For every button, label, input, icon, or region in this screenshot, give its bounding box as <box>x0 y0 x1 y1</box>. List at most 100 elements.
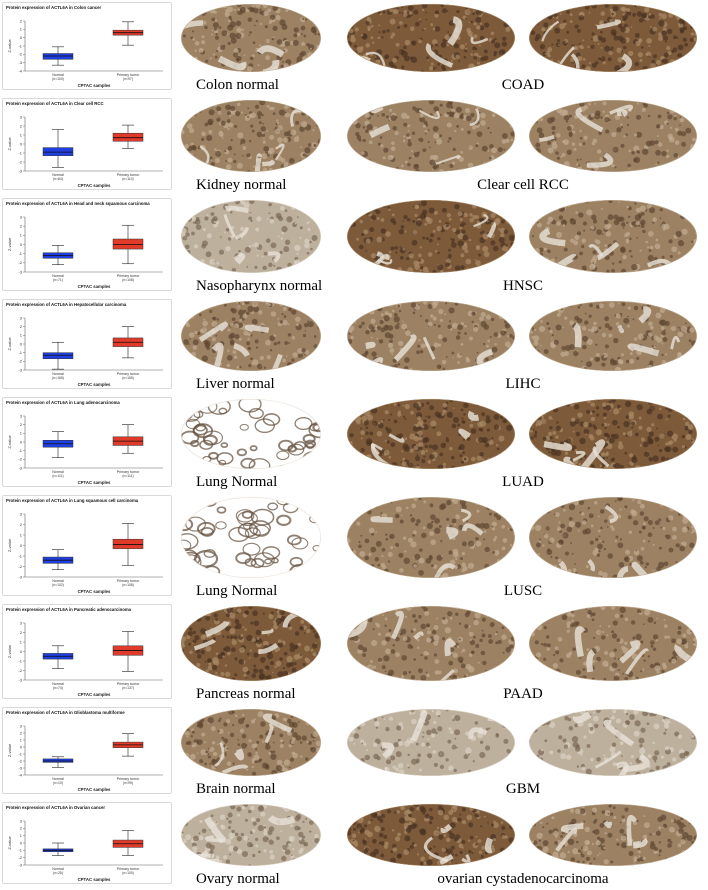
normal-tissue-image <box>181 399 321 469</box>
y-tick-label: -2 <box>18 457 22 462</box>
tumor-tissue-image <box>347 804 697 866</box>
normal-tissue-core <box>181 301 321 371</box>
tumor-tissue-core-left <box>347 100 515 172</box>
category-label: Primary tumor <box>117 73 140 77</box>
y-tick-label: 3 <box>20 315 23 320</box>
y-axis-label: Z-value <box>7 644 12 658</box>
tumor-tissue-image <box>347 200 697 273</box>
y-tick-label: 0 <box>20 141 23 146</box>
tumor-tissue-core-left <box>347 497 515 578</box>
boxplot-svg: 3 2 1 0 -1 -2 -3 -4 Z-value Normal(n=10) Primary t… <box>7 723 163 792</box>
y-axis-label: Z-value <box>7 743 12 757</box>
tumor-tissue-label: ovarian cystadenocarcinoma <box>437 871 609 887</box>
normal-tissue-image <box>181 100 321 172</box>
sample-count: (n=137) <box>122 686 134 690</box>
tumor-tissue-label: GBM <box>505 781 541 797</box>
y-tick-label: 2 <box>20 123 23 128</box>
y-tick-label: 3 <box>20 511 23 516</box>
y-tick-label: 2 <box>20 224 23 229</box>
normal-tissue-core <box>181 606 321 681</box>
boxplot-panel: Protein expression of ACTL6A in Glioblas… <box>2 707 172 794</box>
y-tick-label: -2 <box>18 159 22 164</box>
figure-row: Protein expression of ACTL6A in Ovarian … <box>0 800 708 890</box>
box-tumor <box>112 132 144 142</box>
normal-tissue-image <box>181 497 321 578</box>
normal-tissue-label: Colon normal <box>196 77 279 93</box>
sample-count: (n=165) <box>122 376 134 380</box>
box-normal <box>42 147 74 156</box>
tumor-tissue-core-left <box>347 399 515 469</box>
category-label: Normal <box>52 470 64 474</box>
sample-count: (n=10) <box>53 781 63 785</box>
normal-tissue-label: Lung Normal <box>196 474 278 490</box>
tumor-tissue-label: LIHC <box>505 376 541 392</box>
normal-tissue-image <box>181 804 321 866</box>
category-label: Normal <box>52 777 64 781</box>
sample-count: (n=74) <box>53 686 63 690</box>
y-tick-label: 0 <box>20 543 23 548</box>
boxplot-panel: Protein expression of ACTL6A in Pancreat… <box>2 604 172 699</box>
figure-row: Protein expression of ACTL6A in Hepatoce… <box>0 297 708 395</box>
tumor-tissue-label: PAAD <box>503 686 543 702</box>
category-label: Normal <box>52 173 64 177</box>
y-tick-label: 0 <box>20 341 23 346</box>
tumor-tissue-label: LUAD <box>502 474 544 490</box>
category-label: Primary tumor <box>117 372 140 376</box>
sample-count: (n=100) <box>122 871 134 875</box>
sample-count: (n=25) <box>53 871 63 875</box>
boxplot-title: Protein expression of ACTL6A in Ovarian … <box>6 805 106 810</box>
y-tick-label: 1 <box>20 737 23 742</box>
tumor-tissue-core-left <box>347 709 515 776</box>
category-label: Normal <box>52 867 64 871</box>
tumor-tissue-image <box>347 399 697 469</box>
normal-tissue-label: Nasopharynx normal <box>196 278 323 294</box>
x-axis-label: CPTAC samples <box>78 382 111 387</box>
normal-tissue-label: Ovary normal <box>196 871 280 887</box>
y-tick-label: -1 <box>18 350 22 355</box>
normal-tissue-image <box>181 200 321 273</box>
y-tick-label: -1 <box>18 43 22 48</box>
normal-tissue-core <box>181 100 321 172</box>
y-tick-label: -3 <box>18 765 22 770</box>
category-label: Primary tumor <box>117 579 140 583</box>
boxplot-title: Protein expression of ACTL6A in Pancreat… <box>6 607 132 612</box>
boxplot-svg: 3 2 1 0 -1 -2 -3 Z-value Normal(n=25) Primary tum… <box>7 818 163 882</box>
y-tick-label: -4 <box>18 68 22 73</box>
x-axis-label: CPTAC samples <box>78 83 111 88</box>
y-tick-label: -3 <box>18 862 22 867</box>
y-tick-label: 1 <box>20 639 23 644</box>
normal-tissue-image <box>181 4 321 72</box>
y-tick-label: -3 <box>18 465 22 470</box>
category-label: Normal <box>52 579 64 583</box>
boxplot-title: Protein expression of ACTL6A in Lung squ… <box>6 498 139 503</box>
y-tick-label: 1 <box>20 27 23 32</box>
x-axis-label: CPTAC samples <box>78 692 111 697</box>
y-tick-label: 2 <box>20 422 23 427</box>
tumor-tissue-image <box>347 497 697 578</box>
y-tick-label: 1 <box>20 431 23 436</box>
figure-row: Protein expression of ACTL6A in Colon ca… <box>0 0 708 96</box>
tumor-tissue-core-left <box>347 200 515 273</box>
normal-tissue-core <box>181 4 321 72</box>
boxplot-panel: Protein expression of ACTL6A in Hepatoce… <box>2 299 172 389</box>
normal-tissue-label: Brain normal <box>196 781 276 797</box>
y-tick-label: -3 <box>18 367 22 372</box>
normal-tissue-label: Kidney normal <box>196 177 287 193</box>
y-tick-label: 0 <box>20 840 23 845</box>
sample-count: (n=100) <box>52 77 64 81</box>
sample-count: (n=108) <box>122 583 134 587</box>
y-tick-label: 2 <box>20 826 23 831</box>
tumor-tissue-label: LUSC <box>503 583 543 599</box>
y-tick-label: -2 <box>18 855 22 860</box>
y-tick-label: 2 <box>20 18 23 23</box>
y-tick-label: -4 <box>18 772 22 777</box>
y-tick-label: 2 <box>20 730 23 735</box>
y-tick-label: 0 <box>20 649 23 654</box>
x-axis-label: CPTAC samples <box>78 284 111 289</box>
figure-row: Protein expression of ACTL6A in Clear ce… <box>0 96 708 196</box>
tumor-tissue-core-right <box>529 804 697 866</box>
y-tick-label: -3 <box>18 677 22 682</box>
y-tick-label: 0 <box>20 35 23 40</box>
boxplot-panel: Protein expression of ACTL6A in Clear ce… <box>2 98 172 190</box>
